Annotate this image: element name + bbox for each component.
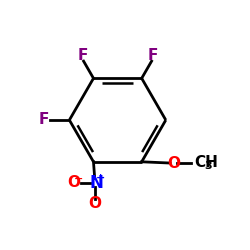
Text: 3: 3 bbox=[204, 160, 212, 170]
Text: +: + bbox=[96, 173, 106, 183]
Text: −: − bbox=[74, 173, 83, 183]
Text: F: F bbox=[39, 112, 49, 127]
Text: O: O bbox=[67, 175, 80, 190]
Text: F: F bbox=[77, 48, 88, 63]
Text: O: O bbox=[88, 196, 101, 210]
Text: O: O bbox=[167, 156, 180, 170]
Text: CH: CH bbox=[194, 155, 218, 170]
Text: N: N bbox=[89, 174, 103, 192]
Text: F: F bbox=[148, 48, 158, 63]
